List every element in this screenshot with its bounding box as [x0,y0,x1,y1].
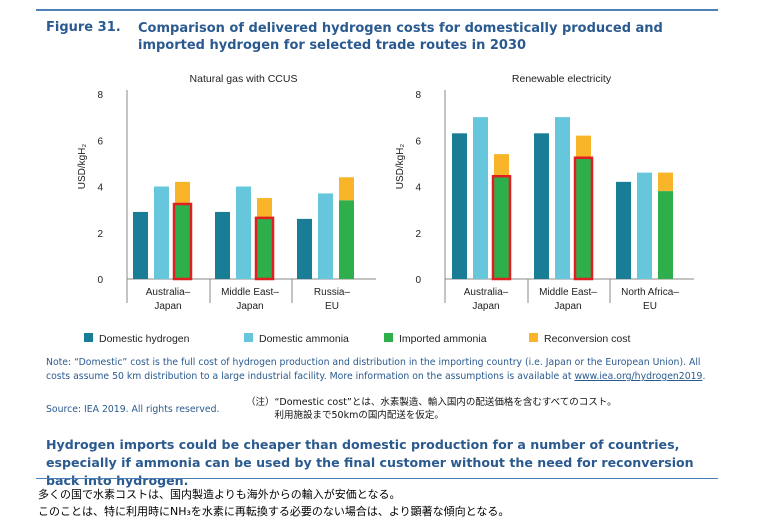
highlight-box [254,216,275,281]
bar-domestic-hydrogen [133,211,148,279]
japanese-summary: 多くの国で水素コストは、国内製造よりも海外からの輸入が安価となる。 このことは、… [38,488,510,518]
bar-imported-ammonia [257,218,272,279]
note-text: Note: “Domestic” cost is the full cost o… [46,357,701,382]
bar-domestic-hydrogen [215,211,230,279]
bar-domestic-hydrogen [297,218,312,279]
iea-link[interactable]: www.iea.org/hydrogen2019 [574,371,703,382]
bar-imported-ammonia [576,158,591,279]
bar-reconversion-cost [339,177,354,201]
bar-reconversion-cost [257,198,272,219]
category-label-line1: North Africa– [621,287,679,298]
y-tick-label: 6 [415,136,421,147]
bar-domestic-hydrogen [534,133,549,279]
bar-reconversion-cost [576,135,591,159]
highlight-box [573,156,594,281]
bar-imported-ammonia [658,191,673,279]
source-text: Source: IEA 2019. All rights reserved. [46,404,220,415]
panel-title: Natural gas with CCUS [190,73,298,85]
category-label-line1: Australia– [146,287,191,298]
y-tick-label: 0 [97,275,103,286]
bar-domestic-ammonia [473,117,488,279]
bar-reconversion-cost [175,181,190,205]
bar-domestic-ammonia [236,186,251,279]
bar-imported-ammonia [494,177,509,279]
category-label-line2: EU [325,301,339,312]
y-tick-label: 4 [415,183,421,194]
japanese-note: （注）“Domestic cost”とは、水素製造、輸入国内の配送価格を含むすべ… [246,397,617,421]
figure-label: Figure 31. [46,20,121,35]
category-label-line2: Japan [154,301,181,312]
y-tick-label: 4 [97,183,103,194]
bar-reconversion-cost [658,172,673,192]
category-label-line2: Japan [236,301,263,312]
highlight-box [491,175,512,281]
category-label-line2: Japan [472,301,499,312]
legend-label: Domestic hydrogen [99,333,190,345]
top-rule [36,9,718,11]
bar-domestic-ammonia [154,186,169,279]
y-tick-label: 8 [97,90,103,101]
category-label-line2: EU [643,301,657,312]
y-tick-label: 2 [97,229,103,240]
note: Note: “Domestic” cost is the full cost o… [46,356,726,384]
bar-domestic-ammonia [637,172,652,279]
y-axis-label: USD/kgH₂ [395,144,406,190]
bar-domestic-ammonia [555,117,570,279]
figure-title: Comparison of delivered hydrogen costs f… [138,21,663,53]
legend-label: Imported ammonia [399,333,487,345]
bar-domestic-hydrogen [616,181,631,279]
bar-imported-ammonia [339,200,354,279]
panel-title: Renewable electricity [512,73,612,85]
y-tick-label: 8 [415,90,421,101]
category-label-line1: Middle East– [221,287,279,298]
bar-domestic-ammonia [318,193,333,279]
category-label-line1: Australia– [464,287,509,298]
y-axis-label: USD/kgH₂ [77,144,88,190]
y-tick-label: 2 [415,229,421,240]
headline: Hydrogen imports could be cheaper than d… [46,437,694,488]
legend-swatch [529,333,538,342]
category-label-line1: Russia– [314,287,351,298]
legend-swatch [244,333,253,342]
category-label-line2: Japan [554,301,581,312]
bar-reconversion-cost [494,154,509,178]
bar-imported-ammonia [175,205,190,279]
y-tick-label: 6 [97,136,103,147]
bottom-rule [36,478,718,479]
y-tick-label: 0 [415,275,421,286]
bar-domestic-hydrogen [452,133,467,279]
category-label-line1: Middle East– [539,287,597,298]
highlight-box [172,202,193,281]
note-link-suffix: . [702,371,706,382]
legend-label: Domestic ammonia [259,333,349,345]
legend-label: Reconversion cost [544,333,630,345]
legend-swatch [84,333,93,342]
legend-swatch [384,333,393,342]
